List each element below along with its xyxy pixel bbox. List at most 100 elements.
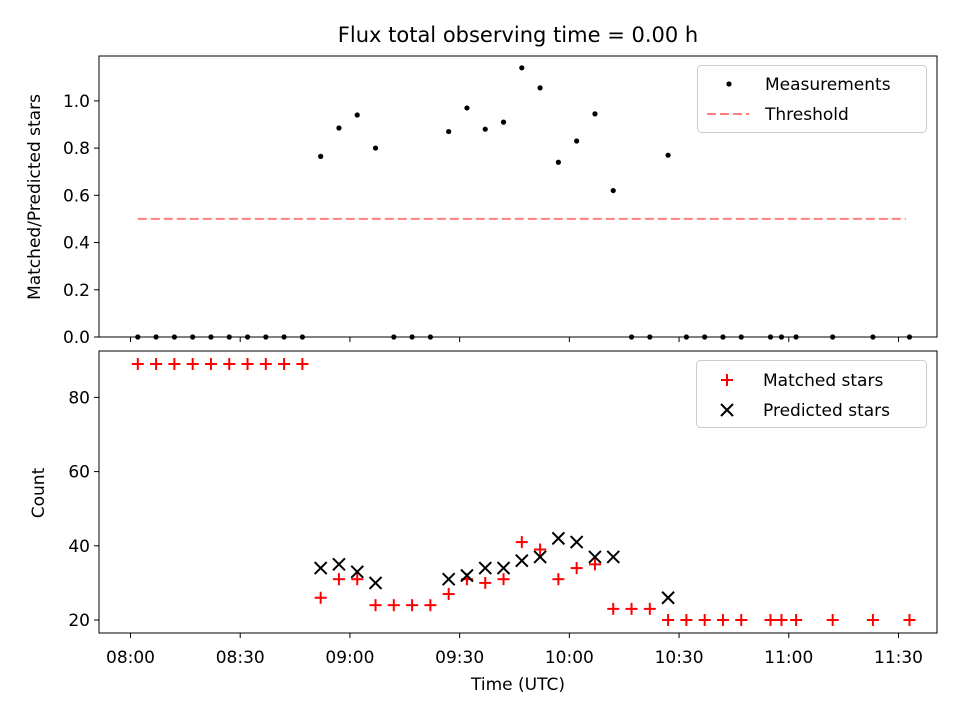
matched-stars-point: [680, 614, 693, 627]
matched-stars-point: [534, 543, 547, 556]
legend-threshold-label: Threshold: [764, 105, 849, 125]
bottom-x-tick-label: 08:00: [106, 648, 155, 668]
matched-stars-point: [479, 576, 492, 589]
matched-stars-point: [406, 599, 419, 612]
top-y-tick-label: 0.4: [63, 234, 90, 254]
matched-stars-point: [259, 357, 272, 370]
top-y-tick-label: 0.0: [63, 328, 90, 348]
matched-stars-point: [204, 357, 217, 370]
predicted-stars-point: [441, 572, 456, 586]
bottom-x-tick-label: 09:00: [325, 648, 374, 668]
matched-stars-point: [351, 573, 364, 586]
legend-predicted-label: Predicted stars: [763, 401, 890, 421]
top-y-tick-label: 0.6: [63, 186, 90, 206]
matched-stars-point: [698, 614, 711, 627]
predicted-stars-point: [569, 535, 584, 549]
matched-stars-point: [168, 357, 181, 370]
bottom-plot-frame: [98, 350, 938, 634]
matched-stars-point: [662, 614, 675, 627]
top-y-tick-label: 0.2: [63, 281, 90, 301]
measurements-point: [446, 128, 452, 135]
legend-measurements-marker: [726, 81, 732, 87]
top-y-ticks: 0.0 0.2 0.4 0.6 0.8 1.0: [63, 92, 99, 348]
matched-stars-point: [588, 558, 601, 571]
top-legend-box: [697, 65, 927, 133]
bottom-legend-box: [696, 360, 927, 428]
matched-stars-point: [278, 357, 291, 370]
matched-stars-point: [607, 602, 620, 615]
matched-stars-point: [241, 357, 254, 370]
matched-stars-point: [775, 614, 788, 627]
matched-stars-point: [903, 614, 916, 627]
measurements-point: [519, 65, 525, 71]
measurements-point: [610, 187, 616, 194]
matched-stars-point: [570, 562, 583, 575]
bottom-x-ticks: 08:00 08:30 09:00 09:30 10:00 10:30 11:00 11:30: [106, 633, 923, 668]
matched-stars-point: [497, 573, 510, 586]
matched-stars-point: [442, 588, 455, 601]
matched-stars-point: [866, 614, 879, 627]
bottom-series: [131, 357, 916, 627]
predicted-stars-point: [350, 565, 364, 579]
measurements-point: [372, 145, 379, 151]
measurements-point: [354, 112, 360, 118]
predicted-stars-point: [313, 561, 328, 575]
top-y-axis-label: Matched/Predicted stars: [25, 94, 45, 300]
predicted-stars-point: [551, 531, 566, 546]
matched-stars-point: [369, 599, 382, 612]
matched-stars-point: [424, 599, 437, 612]
bottom-legend: Matched stars Predicted stars: [696, 360, 927, 428]
legend-matched-label: Matched stars: [763, 371, 883, 391]
matched-stars-point: [552, 573, 565, 586]
top-legend: Measurements Threshold: [697, 65, 927, 133]
predicted-stars-point: [606, 550, 620, 564]
bottom-y-tick-label: 40: [68, 537, 90, 557]
bottom-x-tick-label: 10:00: [545, 648, 594, 668]
predicted-stars-point: [515, 553, 529, 568]
top-panel: Flux total observing time = 0.00 h Match…: [25, 23, 938, 348]
top-chart-title: Flux total observing time = 0.00 h: [338, 23, 698, 47]
top-plot-frame: [98, 55, 938, 338]
measurements-point: [464, 105, 470, 111]
measurements-point: [574, 138, 580, 144]
predicted-stars-point: [533, 550, 547, 564]
predicted-stars-point: [368, 576, 383, 590]
measurements-point: [537, 85, 543, 91]
matched-stars-point: [332, 573, 345, 586]
bottom-y-tick-label: 80: [68, 388, 90, 408]
matched-stars-point: [735, 614, 748, 627]
top-y-tick-label: 1.0: [63, 92, 90, 112]
matched-stars-point: [223, 357, 236, 370]
bottom-y-ticks: 20 40 60 80: [68, 388, 99, 631]
measurements-point: [336, 125, 342, 131]
matched-stars-point: [296, 357, 309, 370]
legend-matched-marker: [721, 374, 733, 386]
matched-stars-point: [790, 614, 803, 627]
bottom-x-axis-label: Time (UTC): [470, 675, 565, 695]
matched-stars-point: [515, 536, 528, 549]
matched-stars-point: [186, 357, 199, 370]
bottom-y-axis-label: Count: [29, 467, 49, 518]
predicted-stars-point: [661, 591, 675, 605]
bottom-x-tick-label: 11:30: [874, 648, 923, 668]
measurements-point: [665, 152, 671, 158]
measurements-point: [482, 126, 488, 132]
bottom-panel: Count Time (UTC) 20 40 60 80 08:00 08:30 09:0…: [29, 350, 938, 695]
bottom-x-tick-label: 09:30: [435, 648, 484, 668]
matched-stars-point: [150, 357, 163, 370]
legend-predicted-marker: [720, 403, 734, 417]
matched-stars-point: [764, 614, 777, 627]
matched-stars-point: [643, 602, 656, 615]
legend-measurements-label: Measurements: [765, 75, 891, 95]
bottom-y-tick-label: 60: [68, 463, 90, 483]
predicted-stars-point: [588, 550, 602, 564]
predicted-stars-point: [478, 561, 492, 575]
matched-stars-point: [716, 614, 729, 627]
measurements-point: [318, 153, 324, 159]
matched-stars-point: [131, 357, 144, 370]
top-y-tick-label: 0.8: [63, 139, 90, 159]
matched-stars-point: [314, 591, 327, 604]
measurements-point: [500, 119, 507, 125]
top-x-ticks: [130, 337, 899, 342]
